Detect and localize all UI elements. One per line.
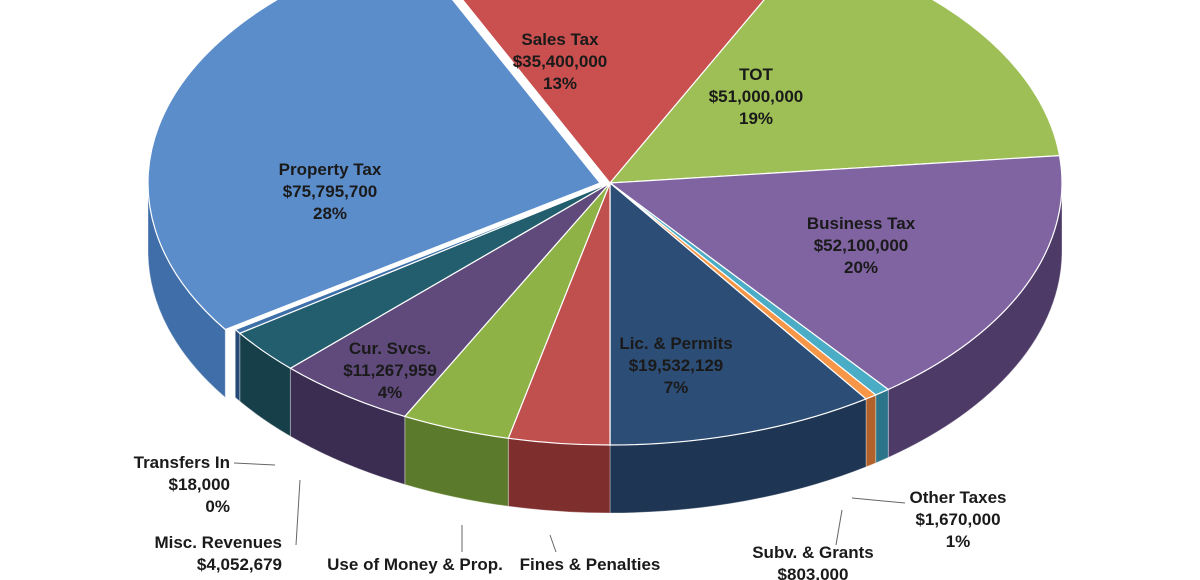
leader-line-subv-grants	[835, 509, 843, 546]
label-name-use-of-money-prop: Use of Money & Prop.	[327, 555, 503, 574]
label-name-subv-grants: Subv. & Grants	[752, 543, 874, 562]
slice-sales-tax	[462, 0, 765, 184]
leader-lines	[233, 462, 906, 553]
slice-transfers-in	[234, 182, 611, 334]
slice-side-subv-grants	[865, 394, 877, 468]
label-value-other-taxes: $1,670,000	[915, 510, 1000, 529]
slice-tot	[608, 0, 1061, 184]
label-name-fines-penalties: Fines & Penalties	[520, 555, 661, 574]
slice-cur-svcs	[289, 182, 611, 418]
slice-business-tax	[608, 154, 1063, 391]
leader-line-transfers-in	[233, 462, 276, 466]
label-value-tot: $51,000,000	[709, 87, 804, 106]
label-value-property-tax: $75,795,700	[283, 182, 378, 201]
slice-property-tax	[147, 0, 601, 331]
label-value-misc-revenues: $4,052,679	[197, 555, 282, 574]
label-percent-cur-svcs: 4%	[378, 383, 403, 402]
slice-side-other-taxes	[875, 388, 889, 464]
leader-line-fines-penalties	[549, 534, 557, 553]
label-value-subv-grants: $803,000	[778, 565, 849, 580]
label-percent-property-tax: 28%	[313, 204, 347, 223]
label-percent-other-taxes: 1%	[946, 532, 971, 551]
label-name-property-tax: Property Tax	[279, 160, 382, 179]
leader-line-other-taxes	[851, 497, 906, 504]
label-value-transfers-in: $18,000	[169, 475, 230, 494]
label-name-cur-svcs: Cur. Svcs.	[349, 339, 431, 358]
label-percent-lic-permits: 7%	[664, 378, 689, 397]
label-name-other-taxes: Other Taxes	[909, 488, 1006, 507]
slice-side-fines-penalties	[507, 437, 611, 514]
pie-slices	[147, 0, 1063, 446]
label-value-lic-permits: $19,532,129	[629, 356, 724, 375]
label-value-cur-svcs: $11,267,959	[343, 361, 437, 380]
label-name-tot: TOT	[739, 65, 773, 84]
pie-sides	[147, 182, 1063, 514]
label-name-transfers-in: Transfers In	[134, 453, 230, 472]
label-name-misc-revenues: Misc. Revenues	[154, 533, 282, 552]
label-percent-tot: 19%	[739, 109, 773, 128]
slice-labels: Sales Tax $35,400,000 13% TOT $51,000,000 19%…	[134, 30, 1007, 580]
label-value-business-tax: $52,100,000	[814, 236, 909, 255]
label-name-sales-tax: Sales Tax	[521, 30, 599, 49]
label-percent-transfers-in: 0%	[205, 497, 230, 516]
label-name-business-tax: Business Tax	[807, 214, 916, 233]
label-percent-sales-tax: 13%	[543, 74, 577, 93]
label-name-lic-permits: Lic. & Permits	[619, 334, 732, 353]
label-percent-business-tax: 20%	[844, 258, 878, 277]
leader-line-misc-revenues	[295, 479, 301, 546]
slice-side-transfers-in	[234, 328, 241, 403]
slice-lic-permits	[609, 181, 868, 446]
label-value-sales-tax: $35,400,000	[513, 52, 608, 71]
